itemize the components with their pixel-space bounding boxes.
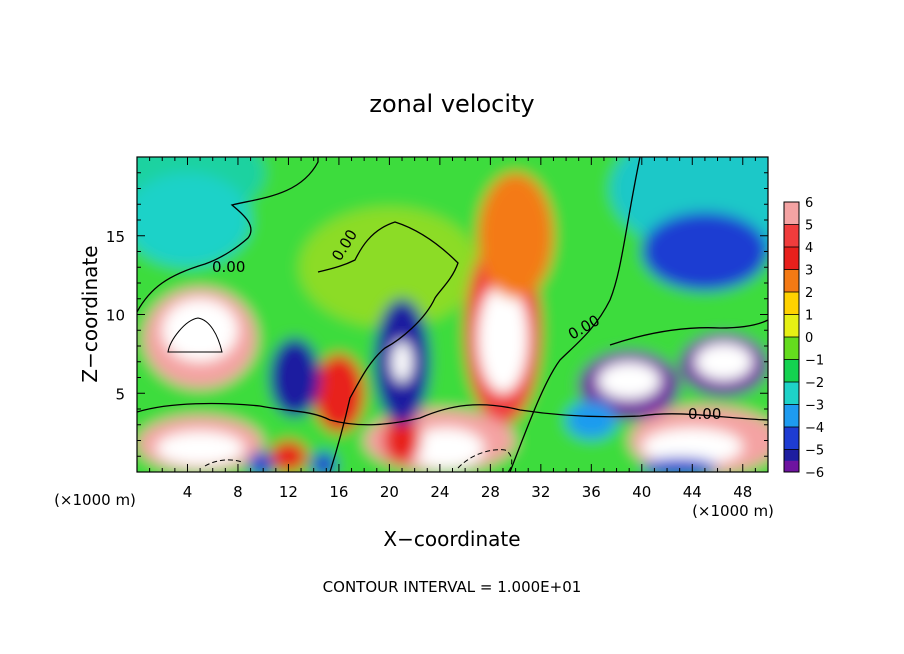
- x-tick-label: 32: [531, 483, 550, 501]
- colorbar-segment: [784, 292, 799, 315]
- colorbar-label: 0: [805, 331, 813, 346]
- colorbar-segment: [784, 337, 799, 360]
- colorbar-label: 5: [805, 219, 813, 234]
- field-anomaly-6: [408, 427, 485, 469]
- colorbar-label: −2: [805, 376, 824, 391]
- x-tick-label: 48: [733, 483, 752, 501]
- contour-label-3: 0.00: [688, 405, 721, 423]
- zero-contour-right: [509, 157, 641, 472]
- y-tick-label: 10: [106, 307, 125, 325]
- field-yellowgreen-center: [299, 207, 480, 328]
- field-anomaly-11: [313, 353, 365, 433]
- x-tick-label: 8: [233, 483, 243, 501]
- field-anomaly-24: [248, 451, 274, 472]
- colorbar-segment: [784, 202, 799, 225]
- field-anomaly-15: [391, 341, 413, 383]
- field-anomaly-23: [566, 401, 617, 439]
- y-tick-label: 5: [115, 385, 125, 403]
- field-anomaly-22: [137, 172, 251, 268]
- x-tick-label: 44: [683, 483, 702, 501]
- x-tick-label: 12: [279, 483, 298, 501]
- zero-contour-east: [609, 319, 768, 346]
- chart-title: zonal velocity: [369, 90, 534, 118]
- x-tick-label: 16: [329, 483, 348, 501]
- zero-contour-lower: [137, 402, 768, 426]
- field-anomaly-1: [162, 298, 238, 362]
- field-anomaly-3: [477, 283, 529, 394]
- dashed-contour-center: [457, 449, 513, 472]
- x-tick-label: 40: [632, 483, 651, 501]
- colorbar-segment: [784, 314, 799, 338]
- colorbar-label: −4: [805, 421, 824, 436]
- colorbar-label: −6: [805, 466, 824, 481]
- colorbar-label: 1: [805, 309, 813, 324]
- field-anomaly-13: [269, 440, 308, 472]
- colorbar-segment-min: [784, 460, 799, 472]
- field-anomaly-4: [477, 172, 554, 299]
- zero-contour-middle: [317, 221, 459, 472]
- field-anomaly-25: [311, 451, 337, 472]
- colorbar-segment: [784, 269, 799, 293]
- colorbar-label: 4: [805, 241, 813, 256]
- field-anomaly-26: [641, 457, 718, 472]
- x-unit-label: (×1000 m): [692, 502, 774, 520]
- field-anomaly-8: [155, 431, 245, 466]
- colorbar-segment: [784, 427, 799, 450]
- colorbar-label: −1: [805, 354, 824, 369]
- colorbar-label: 2: [805, 286, 813, 301]
- field-anomaly-12: [383, 416, 421, 465]
- y-axis: 5 10 15: [106, 172, 768, 457]
- colorbar-segment: [784, 382, 799, 405]
- y-unit-label: (×1000 m): [54, 491, 136, 509]
- x-tick-label: 24: [430, 483, 449, 501]
- x-axis: 4 8 12 16 20 24 28 32 36 40 44 48: [149, 157, 756, 501]
- x-tick-label: 4: [183, 483, 193, 501]
- field-anomaly-10: [641, 427, 743, 466]
- y-axis-label: Z−coordinate: [78, 245, 102, 382]
- y-tick-label: 15: [106, 228, 125, 246]
- x-tick-label: 20: [380, 483, 399, 501]
- velocity-field: [137, 157, 768, 472]
- zero-contour-lines: [137, 157, 768, 472]
- zero-contour-upper: [137, 157, 319, 313]
- x-axis-label: X−coordinate: [383, 527, 520, 551]
- x-tick-label: 28: [481, 483, 500, 501]
- contour-label-0: 0.00: [212, 258, 245, 276]
- colorbar-label: 6: [805, 196, 813, 211]
- colorbar: 6 5 4 3 2 1 0 −1 −2 −3 −4 −5 −6: [783, 196, 824, 481]
- contour-interval-note: CONTOUR INTERVAL = 1.000E+01: [323, 578, 582, 596]
- colorbar-segment: [784, 404, 799, 428]
- colorbar-segment: [784, 359, 799, 383]
- colorbar-label: −5: [805, 444, 824, 459]
- colorbar-label: −3: [805, 399, 824, 414]
- inner-contour-west: [167, 317, 223, 353]
- colorbar-label: 3: [805, 264, 813, 279]
- colorbar-segment: [784, 247, 799, 270]
- colorbar-segment: [784, 224, 799, 248]
- field-anomaly-16: [269, 338, 320, 417]
- field-anomaly-20: [694, 342, 753, 381]
- x-tick-label: 36: [582, 483, 601, 501]
- field-anomaly-18: [597, 361, 661, 400]
- dashed-contour-west: [204, 459, 243, 467]
- field-anomaly-21: [641, 212, 768, 291]
